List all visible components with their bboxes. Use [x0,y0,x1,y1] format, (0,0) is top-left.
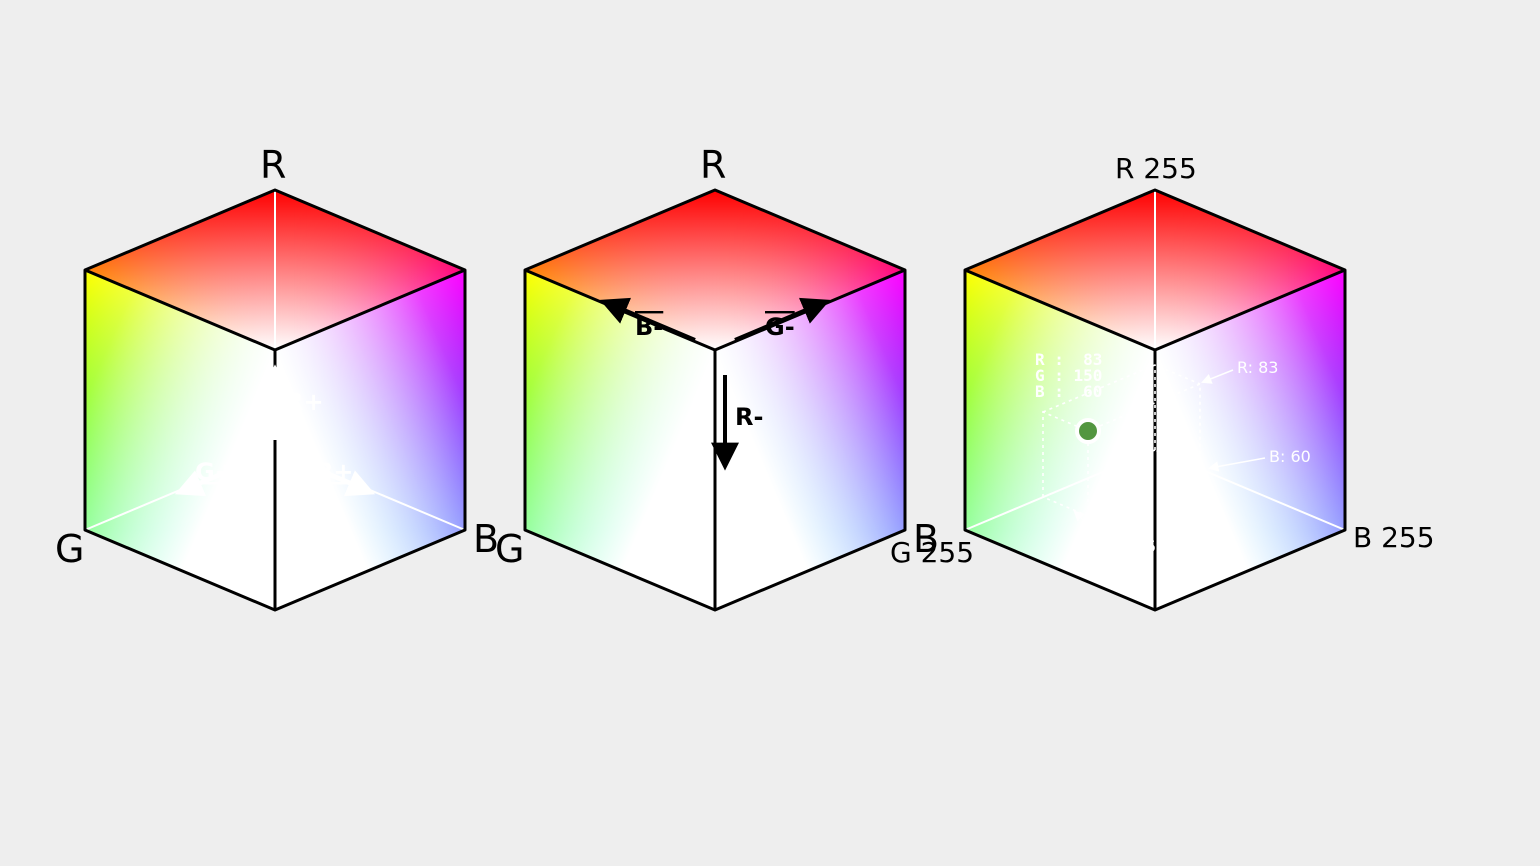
sample-proj-b: B: 60 [1269,447,1311,466]
vertex-label-g: G [55,527,84,571]
sample-proj-r: R: 83 [1237,358,1278,377]
vertex-label-r: R [260,143,286,187]
axis-label-r-minus: R- [735,403,763,431]
vertex-label-r: R 255 [1115,152,1197,185]
axis-label-g-minus: G- [765,313,795,341]
rgb-cube-2: B- G- R- R G B [495,143,939,610]
vertex-label-g: G 255 [890,536,974,569]
rgb-cube-1: R+ G+ B+ R G B [55,143,499,610]
vertex-label-b: B 255 [1353,521,1435,554]
sample-point-marker [1077,420,1099,442]
sample-readout: R : 83 G : 150 B : 60 [1035,350,1170,401]
sample-proj-g: G: 150 [1113,537,1166,556]
rgb-cube-3: R: 83 B: 60 G: 150 R : 83 G : 150 B : 60… [890,152,1435,610]
axis-label-b-plus: B+ [315,458,353,486]
vertex-label-r: R [700,143,726,187]
axis-label-r-plus: R+ [285,388,324,416]
vertex-label-g: G [495,527,524,571]
axis-label-b-minus: B- [635,313,663,341]
axis-label-g-plus: G+ [195,458,235,486]
